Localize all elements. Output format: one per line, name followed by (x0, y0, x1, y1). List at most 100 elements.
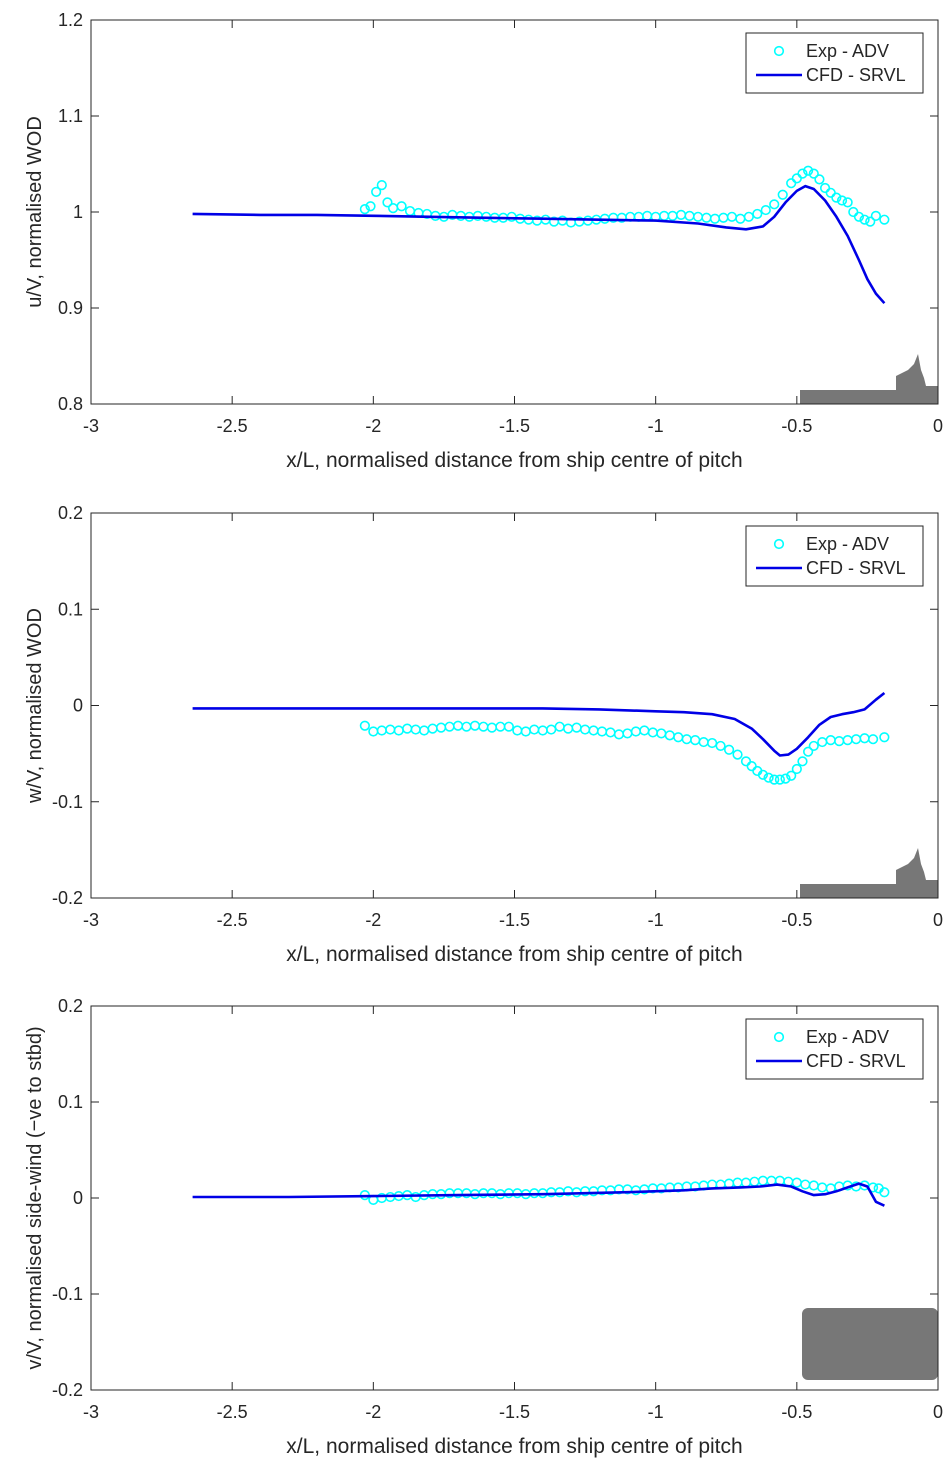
y-tick-label: 0.8 (58, 394, 83, 414)
y-axis-label: u/V, normalised WOD (24, 116, 46, 308)
exp-adv-point (684, 210, 695, 221)
series-cfd-srvl (192, 1182, 885, 1207)
legend: Exp - ADV CFD - SRVL (745, 32, 924, 94)
exp-adv-point (709, 213, 721, 224)
exp-adv-point (387, 203, 399, 214)
y-axis-label: w/V, normalised WOD (24, 608, 46, 804)
exp-adv-point (675, 209, 687, 220)
ship-silhouette (800, 848, 938, 898)
exp-adv-point (503, 1188, 514, 1199)
ship-silhouette (802, 1308, 938, 1380)
x-tick-label: -3 (83, 910, 99, 930)
legend-box (745, 525, 924, 587)
exp-adv-point (452, 720, 464, 731)
exp-adv-point (867, 734, 879, 745)
exp-adv-point (819, 182, 831, 194)
exp-adv-point (404, 205, 416, 217)
exp-adv-point (630, 1185, 642, 1196)
subplot-3: -3 -2.5 -2 -1.5 -1 -0.5 0 -0.2 -0.1 0 0.1 0.2 x/L, n… (24, 996, 943, 1458)
exp-adv-point (879, 1187, 890, 1198)
exp-adv-point (760, 204, 771, 216)
ship-silhouette (800, 354, 938, 404)
cfd-srvl-line (192, 1182, 885, 1207)
x-tick-label: -2.5 (217, 910, 248, 930)
exp-adv-point (740, 1177, 752, 1188)
exp-adv-point (495, 721, 506, 732)
exp-adv-point (563, 723, 574, 734)
exp-adv-point (571, 722, 582, 733)
y-tick-label: -0.1 (52, 1284, 83, 1304)
y-axis-label: v/V, normalised side-wind (−ve to stbd) (24, 1026, 46, 1369)
exp-adv-point (371, 186, 382, 197)
legend-marker-exp (773, 1031, 785, 1043)
x-tick-label: -0.5 (781, 416, 812, 436)
exp-adv-point (642, 210, 653, 221)
exp-adv-point (622, 728, 633, 739)
exp-adv-point (859, 733, 870, 744)
exp-adv-point (506, 211, 517, 222)
exp-adv-point (740, 756, 752, 767)
exp-adv-point (825, 735, 836, 746)
x-tick-label: -2 (365, 910, 381, 930)
x-axis-label: x/L, normalised distance from ship centr… (286, 449, 742, 472)
exp-adv-point (546, 724, 557, 735)
exp-adv-point (435, 722, 447, 733)
exp-adv-point (808, 168, 819, 179)
exp-adv-point (529, 724, 540, 735)
x-tick-label: -2.5 (217, 416, 248, 436)
exp-adv-point (757, 769, 769, 780)
exp-adv-point (664, 730, 675, 741)
exp-adv-point (825, 187, 836, 198)
exp-adv-point (659, 210, 670, 221)
legend-marker-exp (773, 45, 785, 57)
x-tick-label: -3 (83, 416, 99, 436)
series-exp-adv (359, 720, 890, 785)
x-tick-label: -3 (83, 1402, 99, 1422)
x-tick-label: 0 (933, 416, 943, 436)
exp-adv-point (402, 723, 413, 734)
y-tick-label: 1.1 (58, 106, 83, 126)
exp-adv-point (537, 725, 548, 736)
cfd-srvl-line (192, 184, 886, 305)
legend: Exp - ADV CFD - SRVL (745, 1018, 924, 1080)
exp-adv-point (763, 772, 774, 783)
exp-adv-point (596, 726, 608, 737)
x-tick-label: -0.5 (781, 1402, 812, 1422)
exp-adv-point (427, 723, 438, 734)
exp-adv-point (851, 734, 862, 745)
series-cfd-srvl (192, 691, 886, 757)
y-tick-label: 0.1 (58, 599, 83, 619)
exp-adv-point (834, 736, 845, 747)
exp-adv-point (814, 174, 825, 185)
exp-adv-point (382, 197, 393, 208)
exp-adv-point (757, 1175, 769, 1186)
exp-adv-point (791, 763, 802, 775)
exp-adv-point (444, 721, 455, 732)
x-tick-label: -1.5 (499, 416, 530, 436)
y-tick-label: 0.9 (58, 298, 83, 318)
exp-adv-point (732, 1177, 743, 1188)
exp-adv-point (808, 740, 819, 752)
exp-adv-point (503, 721, 514, 732)
exp-adv-point (749, 1176, 760, 1187)
exp-adv-point (673, 732, 684, 743)
exp-adv-point (478, 721, 489, 732)
exp-adv-point (698, 736, 709, 748)
exp-adv-point (777, 189, 788, 200)
legend-box (745, 1018, 924, 1080)
y-tick-label: 0 (73, 1188, 83, 1208)
exp-adv-point (455, 210, 466, 221)
exp-adv-point (831, 192, 842, 203)
exp-adv-point (791, 173, 802, 184)
exp-adv-point (393, 725, 404, 736)
x-tick-label: 0 (933, 910, 943, 930)
exp-adv-point (613, 729, 625, 740)
exp-adv-point (735, 213, 746, 224)
exp-adv-point (836, 195, 848, 206)
exp-adv-point (746, 761, 757, 772)
x-axis-label: x/L, normalised distance from ship centr… (286, 1435, 742, 1458)
cfd-srvl-line (192, 691, 886, 757)
exp-adv-point (469, 720, 481, 731)
exp-adv-point (647, 727, 658, 738)
